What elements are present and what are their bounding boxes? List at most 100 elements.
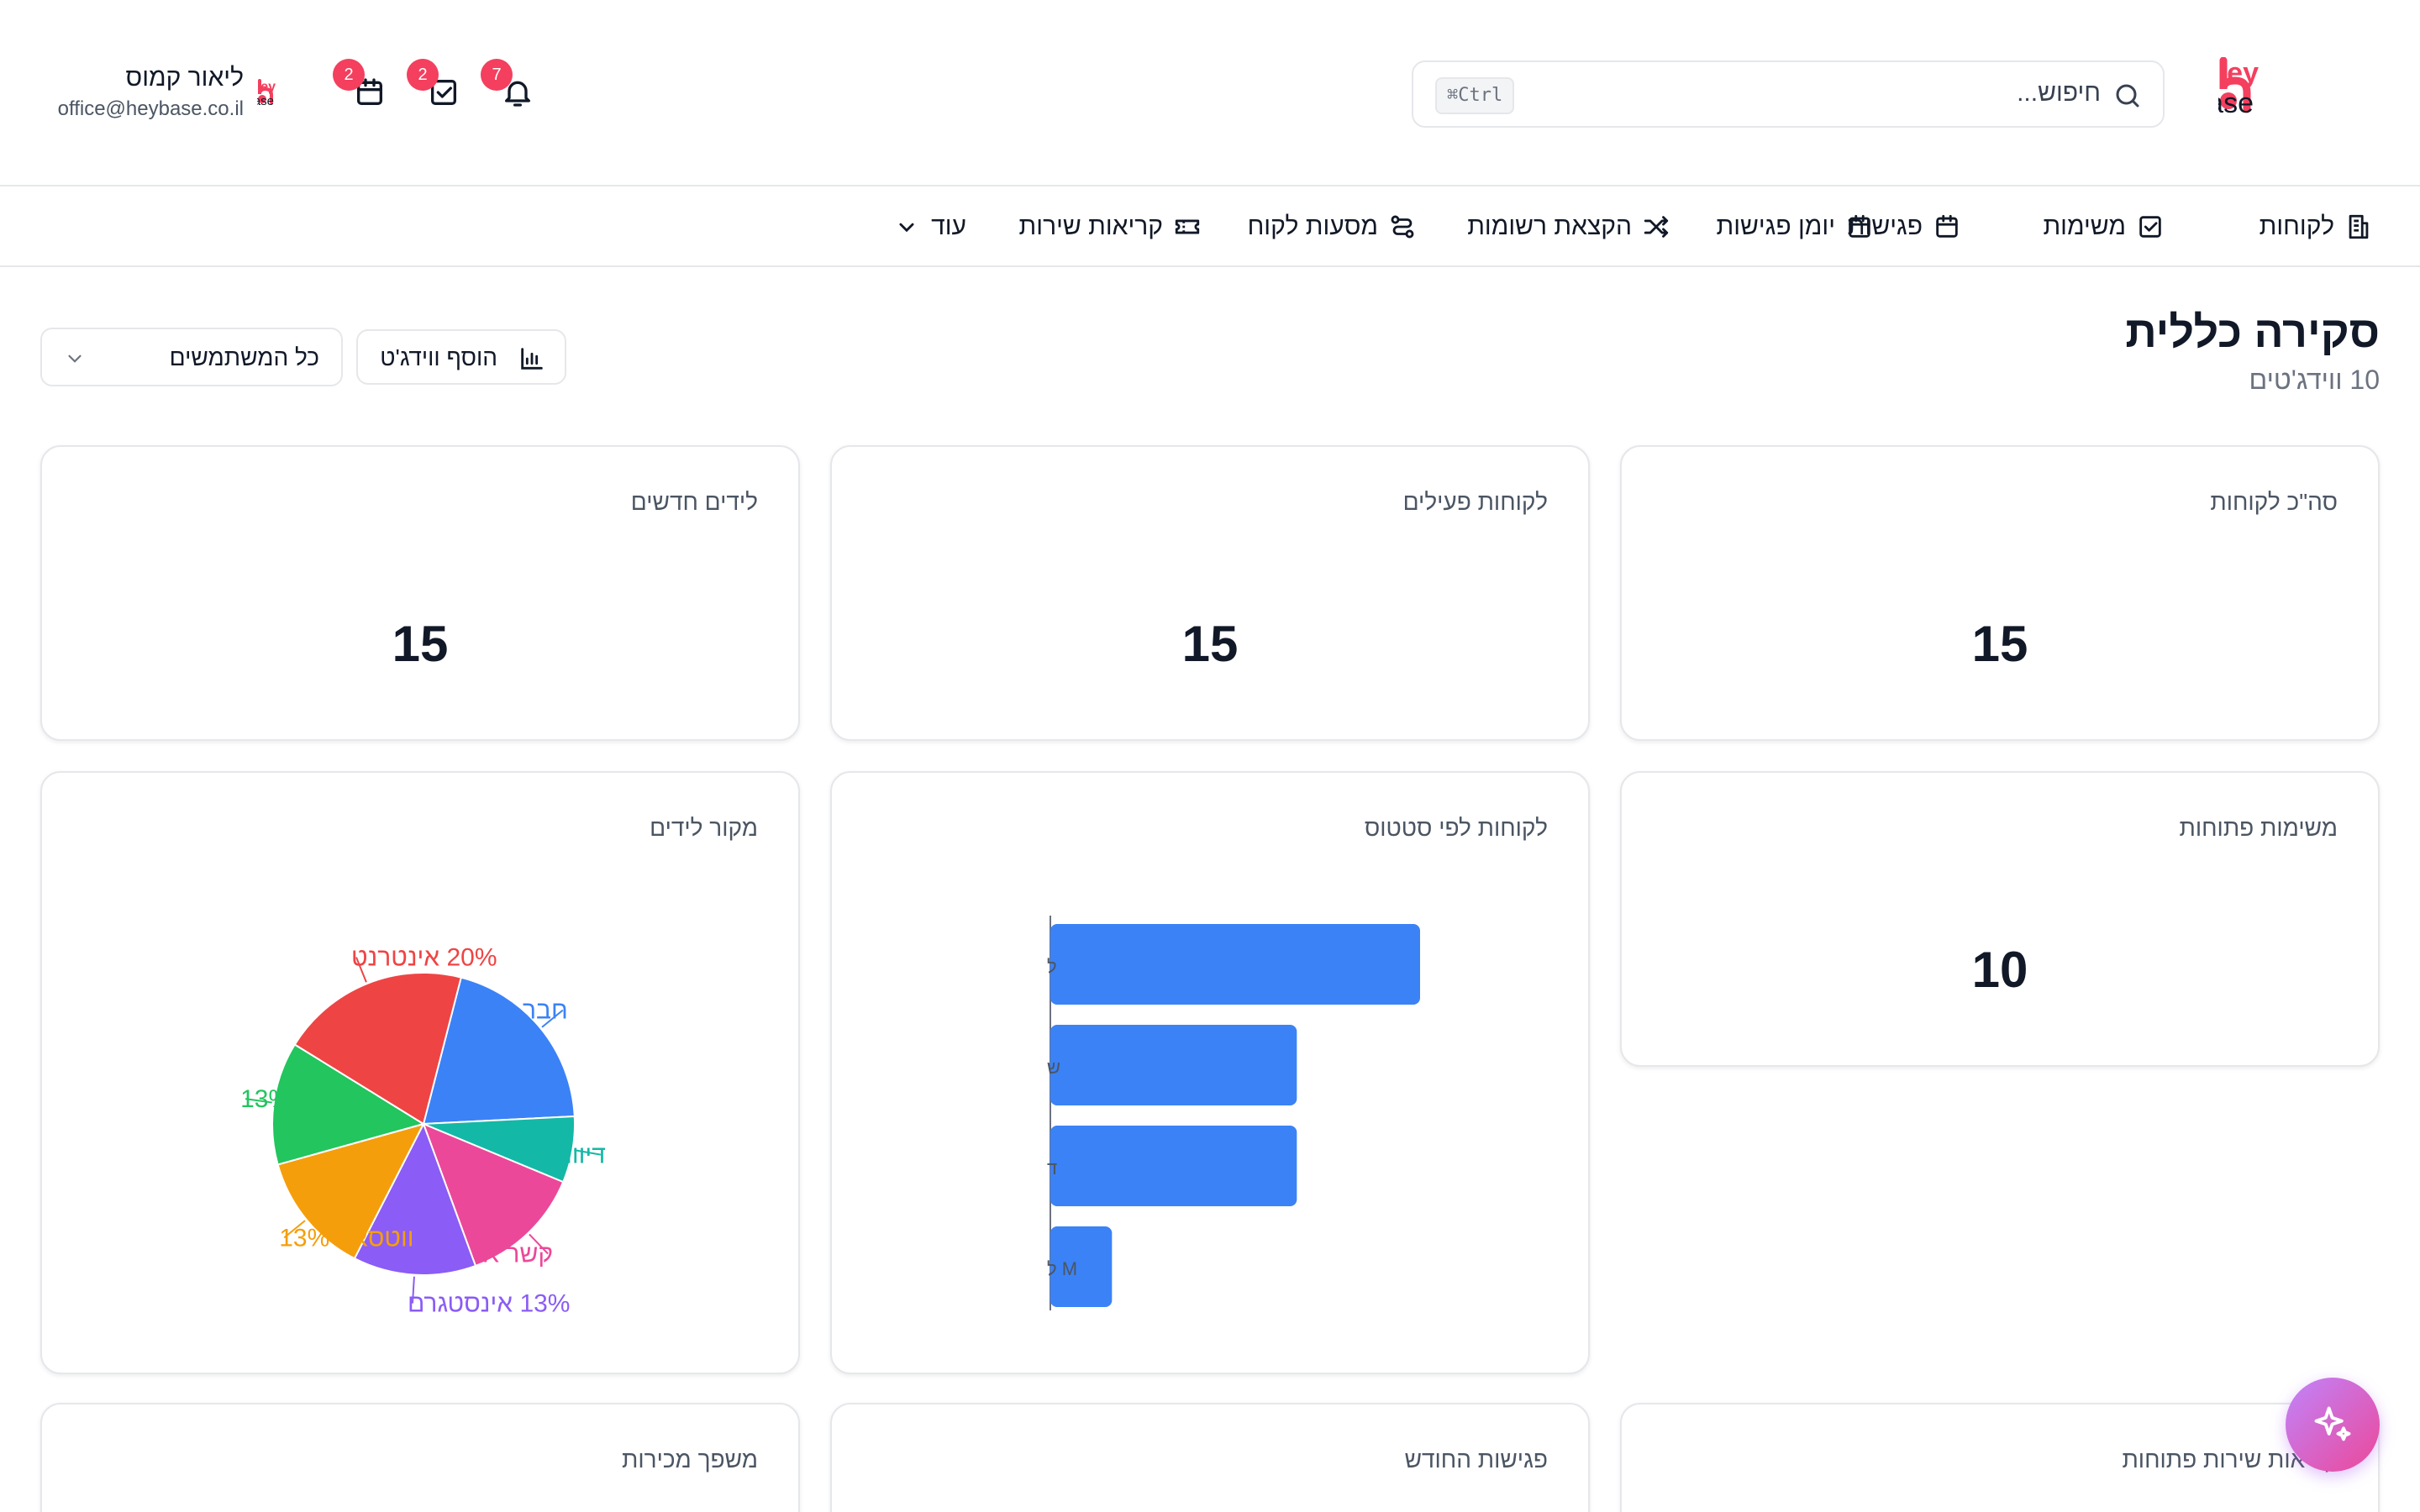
pie-leader-line (245, 1098, 272, 1104)
pie-leader-line (529, 1233, 549, 1255)
shuffle-icon (1644, 216, 1669, 238)
widget-sales-funnel[interactable]: משפך מכירות (40, 1403, 800, 1512)
calendar-icon (1936, 214, 1958, 238)
svg-text:Base: Base (257, 94, 274, 108)
pie-slice[interactable] (422, 976, 576, 1126)
user-filter-select[interactable]: כל המשתמשים (40, 328, 343, 386)
widget-meetings-month[interactable]: פגישות החודש (830, 1403, 1590, 1512)
nav-label: משימות (2043, 213, 2126, 240)
svg-text:Base: Base (2218, 87, 2254, 118)
pie-slice[interactable] (353, 1121, 477, 1276)
ai-assistant-button[interactable] (2286, 1378, 2380, 1472)
nav-item-record-assignment[interactable]: הקצאת רשומות (1467, 205, 1670, 249)
widget-new-leads[interactable]: לידים חדשים 15 (40, 445, 800, 741)
widget-total-customers[interactable]: סה"כ לקוחות 15 (1620, 445, 2380, 741)
nav-item-customers[interactable]: לקוחות (2260, 205, 2373, 249)
bar-category-label: M ל (1047, 1258, 1077, 1279)
widget-title: מקור לידים (650, 815, 758, 841)
nav-label: לקוחות (2259, 213, 2334, 240)
chevron-down-icon (68, 354, 82, 363)
nav-label: יומן פגישות (1716, 213, 1835, 240)
calendar-badge: 2 (333, 59, 365, 91)
widget-active-customers[interactable]: לקוחות פעילים 15 (830, 445, 1590, 741)
nav-item-meetings-calendar-link[interactable]: יומן פגישות (1716, 205, 1874, 249)
bar-chart-icon (521, 348, 543, 370)
pie-slice-label: ווטסאפ 13% (279, 1224, 413, 1252)
bar-category-label: ש (1047, 1057, 1060, 1078)
widget-customers-by-status[interactable]: לקוחות לפי סטטוס ל ש ד M ל (830, 771, 1590, 1374)
notifications-badge: 7 (481, 59, 513, 91)
nav-item-customer-journeys[interactable]: מסעות לקוח (1248, 205, 1417, 249)
widget-count: 10 ווידג'טים (2249, 365, 2380, 395)
user-name[interactable]: ליאור קמוס (125, 64, 244, 92)
user-email: office@heybase.co.il (57, 97, 244, 120)
widget-title: סה"כ לקוחות (2210, 489, 2338, 515)
pie-leader-line (283, 1220, 306, 1239)
widget-value: 15 (1181, 616, 1239, 672)
sparkles-icon (2314, 1406, 2351, 1441)
route-icon (1391, 215, 1414, 239)
bar[interactable] (1050, 924, 1420, 1005)
heybase-logo[interactable]: ey Base (2218, 57, 2353, 118)
pie-slice-label: 13% אינסטגרם (408, 1290, 571, 1318)
calendar-icon[interactable] (353, 76, 387, 109)
widget-value: 15 (392, 616, 449, 672)
user-company-logo: ey Base (257, 79, 276, 108)
nav-item-more[interactable]: עוד (892, 205, 966, 249)
pie-slice[interactable] (271, 1043, 426, 1166)
pie-slice-label: 20% אינטרנט (351, 944, 497, 972)
widget-title: לידים חדשים (630, 489, 758, 515)
calendar-icon (1849, 214, 1870, 238)
bell-icon[interactable] (501, 76, 534, 109)
user-filter-value: כל המשתמשים (169, 344, 319, 370)
search-box[interactable]: חיפוש... ⌘Ctrl (1412, 60, 2165, 128)
tasks-badge: 2 (407, 59, 439, 91)
widget-open-tickets[interactable]: קריאות שירות פתוחות (1620, 1403, 2380, 1512)
pie-slice[interactable] (293, 972, 462, 1126)
widget-title: לקוחות פעילים (1402, 489, 1548, 515)
widget-lead-source[interactable]: מקור לידים חבר מביא חבר 20%דיוור 7%קשר א… (40, 771, 800, 1374)
pie-slice[interactable] (276, 1122, 425, 1260)
nav-label: עוד (931, 213, 966, 240)
svg-text:ey: ey (2227, 57, 2259, 89)
pie-slice-label: דיוור 7% (515, 1142, 606, 1169)
svg-text:ey: ey (260, 80, 276, 94)
search-shortcut: ⌘Ctrl (1435, 77, 1515, 114)
check-square-icon (2139, 216, 2161, 238)
bar[interactable] (1050, 1226, 1113, 1307)
ticket-icon (1175, 219, 1200, 234)
main-nav: לקוחות משימות פגישות יומן (0, 186, 2420, 267)
widget-title: פגישות החודש (1404, 1446, 1548, 1473)
top-bar: ey Base חיפוש... ⌘Ctrl 7 2 2 ey Base ליא… (0, 0, 2420, 186)
customers-by-status-chart: ל ש ד M ל (1047, 916, 1420, 1310)
pie-leader-line (355, 957, 367, 983)
pie-slice[interactable] (422, 1122, 565, 1268)
widget-open-tasks[interactable]: משימות פתוחות 10 (1620, 771, 2380, 1067)
widget-title: לקוחות לפי סטטוס (1364, 815, 1548, 841)
bar[interactable] (1050, 1126, 1297, 1206)
search-placeholder[interactable]: חיפוש... (2017, 79, 2101, 107)
nav-label: הקצאת רשומות (1467, 213, 1632, 240)
add-widget-button[interactable]: הוסף ווידג'ט (356, 329, 566, 385)
lead-source-chart: חבר מביא חבר 20%דיוור 7%קשר אישי 13%13% … (240, 944, 606, 1318)
widget-title: משפך מכירות (622, 1446, 758, 1473)
nav-label: קריאות שירות (1018, 213, 1163, 240)
search-icon (2116, 84, 2139, 108)
nav-item-service-tickets[interactable]: קריאות שירות (1019, 205, 1202, 249)
building-icon (2349, 214, 2369, 239)
widget-value: 15 (1971, 616, 2028, 672)
add-widget-label: הוסף ווידג'ט (380, 344, 497, 370)
nav-item-tasks[interactable]: משימות (2043, 205, 2165, 249)
bar-category-label: ל (1047, 956, 1057, 977)
nav-label: מסעות לקוח (1247, 213, 1378, 240)
chevron-down-icon (899, 223, 914, 233)
pie-leader-line (411, 1276, 415, 1304)
tasks-icon[interactable] (427, 76, 460, 109)
pie-slice-label: פייסבוק 13% (240, 1085, 378, 1113)
pie-leader-line (574, 1149, 602, 1156)
widget-title: משימות פתוחות (2179, 815, 2338, 841)
pie-leader-line (541, 1009, 564, 1028)
page-title: סקירה כללית (2125, 308, 2380, 357)
bar[interactable] (1050, 1025, 1297, 1105)
widget-value: 10 (1971, 942, 2028, 998)
